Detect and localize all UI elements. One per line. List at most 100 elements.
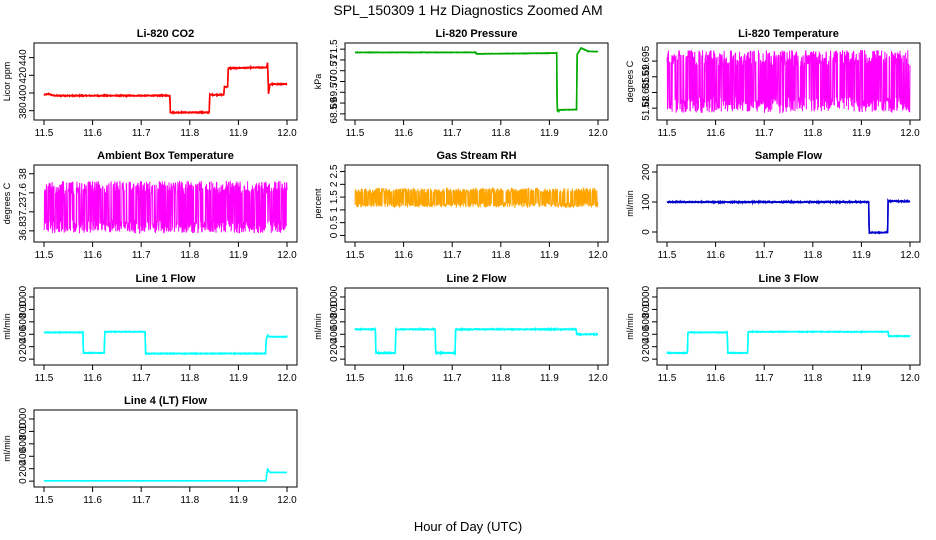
y-tick-label: 51.685 <box>641 77 652 108</box>
y-tick-label: 37.2 <box>18 202 29 222</box>
panel-title: Line 3 Flow <box>759 273 819 285</box>
y-tick-label: 200 <box>641 338 652 355</box>
x-tick-label: 11.9 <box>229 250 248 261</box>
x-tick-label: 11.9 <box>229 128 248 139</box>
series-step-outline <box>43 62 287 114</box>
series-line <box>44 467 287 482</box>
y-tick-label: 1000 <box>329 285 340 308</box>
y-tick-label: 0 <box>641 229 652 235</box>
y-tick-label: 400 <box>18 447 29 464</box>
plot-frame <box>656 287 921 366</box>
y-axis-label: degrees C <box>625 60 635 102</box>
x-tick-label: 11.6 <box>394 128 413 139</box>
y-tick-label: 70 <box>329 76 340 88</box>
x-tick-label: 11.9 <box>540 250 559 261</box>
y-axis-label: ml/min <box>625 190 635 217</box>
x-tick-label: 11.8 <box>803 128 822 139</box>
plot-frame <box>656 164 921 243</box>
y-axis-label: ml/min <box>2 435 12 462</box>
x-tick-label: 11.9 <box>852 373 871 384</box>
panel-title: Line 1 Flow <box>136 273 196 285</box>
y-tick-label: 69.5 <box>329 82 340 102</box>
y-tick-label: 1 <box>329 207 340 213</box>
x-tick-label: 11.5 <box>35 373 54 384</box>
plot-frame <box>33 409 298 488</box>
panel-title: Ambient Box Temperature <box>97 150 234 162</box>
x-tick-label: 11.7 <box>132 373 151 384</box>
y-tick-label: 400 <box>641 325 652 342</box>
x-tick-label: 11.8 <box>491 373 510 384</box>
panel-title: Line 4 (LT) Flow <box>124 395 207 407</box>
y-tick-label: 70.5 <box>329 61 340 81</box>
x-tick-label: 11.9 <box>229 495 248 506</box>
x-tick-label: 11.8 <box>180 495 199 506</box>
x-tick-label: 11.7 <box>755 373 774 384</box>
panel-title: Sample Flow <box>755 150 823 162</box>
series-step-outline <box>44 331 287 355</box>
chart-panel: Li-820 Pressure 11.5 11.6 11.7 11.8 11.9 12.0 6… <box>313 28 609 139</box>
y-tick-label: 600 <box>18 435 29 452</box>
y-tick-label: 51.69 <box>641 64 652 89</box>
y-tick-label: 37.6 <box>18 183 29 203</box>
x-tick-label: 11.7 <box>443 128 462 139</box>
x-tick-label: 11.5 <box>658 373 677 384</box>
plot-frame <box>656 42 921 121</box>
series-step-outline <box>667 331 910 354</box>
series-line <box>354 326 599 357</box>
y-axis-label: Licor ppm <box>2 62 12 102</box>
y-tick-label: 71 <box>329 54 340 66</box>
y-tick-label: 1000 <box>641 285 652 308</box>
x-tick-label: 11.6 <box>83 250 102 261</box>
y-tick-label: 400 <box>329 325 340 342</box>
x-tick-label: 11.5 <box>658 250 677 261</box>
y-tick-label: 200 <box>641 163 652 180</box>
y-tick-label: 800 <box>18 423 29 440</box>
chart-panel: Line 1 Flow 11.5 11.6 11.7 11.8 11.9 12.0 02004… <box>2 273 298 384</box>
y-tick-label: 0 <box>18 356 29 362</box>
x-tick-label: 11.6 <box>83 495 102 506</box>
panel-title: Li-820 Pressure <box>436 28 518 40</box>
y-tick-label: 68.5 <box>329 104 340 124</box>
x-tick-label: 12.0 <box>588 373 608 384</box>
series-line <box>354 186 599 209</box>
panel-title: Li-820 CO2 <box>137 28 194 40</box>
x-tick-label: 11.5 <box>35 495 54 506</box>
x-tick-label: 12.0 <box>277 250 297 261</box>
x-tick-label: 11.6 <box>706 250 725 261</box>
y-tick-label: 1.5 <box>329 190 340 204</box>
chart-panel: Li-820 CO2 11.5 11.6 11.7 11.8 11.9 12.0 380400… <box>2 28 298 139</box>
plot-frame <box>33 164 298 243</box>
y-tick-label: 0 <box>18 478 29 484</box>
chart-panel: Li-820 Temperature 11.5 11.6 11.7 11.8 11.9 12… <box>625 28 921 139</box>
plot-frame <box>344 287 609 366</box>
x-tick-label: 11.7 <box>755 250 774 261</box>
chart-panel: Sample Flow 11.5 11.6 11.7 11.8 11.9 12.0 0 100 2… <box>625 150 921 261</box>
plot-frame <box>33 42 298 121</box>
series-line <box>666 50 911 114</box>
y-tick-label: 400 <box>18 84 29 101</box>
x-tick-label: 11.5 <box>346 128 365 139</box>
panel-title: Li-820 Temperature <box>738 28 839 40</box>
x-tick-label: 11.6 <box>394 373 413 384</box>
x-tick-label: 12.0 <box>900 373 920 384</box>
x-tick-label: 12.0 <box>588 250 608 261</box>
series-step-outline <box>667 200 911 234</box>
x-tick-label: 11.5 <box>658 128 677 139</box>
y-tick-label: 440 <box>18 49 29 66</box>
y-tick-label: 800 <box>641 301 652 318</box>
y-tick-label: 600 <box>641 313 652 330</box>
y-axis-label: ml/min <box>625 313 635 340</box>
x-tick-label: 11.5 <box>35 250 54 261</box>
y-tick-label: 420 <box>18 67 29 84</box>
y-axis-label: kPa <box>313 74 323 90</box>
figure-title: SPL_150309 1 Hz Diagnostics Zoomed AM <box>333 2 602 18</box>
x-tick-label: 11.6 <box>706 128 725 139</box>
y-tick-label: 1000 <box>18 407 29 430</box>
y-tick-label: 600 <box>329 313 340 330</box>
x-tick-label: 11.8 <box>180 250 199 261</box>
x-tick-label: 11.9 <box>229 373 248 384</box>
panel-title: Gas Stream RH <box>436 150 516 162</box>
